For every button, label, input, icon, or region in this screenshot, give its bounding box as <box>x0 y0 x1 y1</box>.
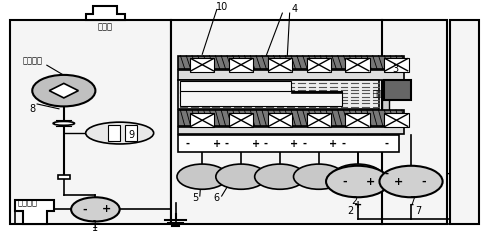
Bar <box>382 81 389 134</box>
Bar <box>345 58 370 71</box>
Bar <box>178 80 379 109</box>
Text: 5: 5 <box>192 193 198 203</box>
Bar <box>125 125 137 141</box>
Circle shape <box>177 164 227 189</box>
Text: +: + <box>252 139 260 149</box>
Bar <box>229 113 253 127</box>
Text: -: - <box>82 204 87 214</box>
Circle shape <box>216 164 266 189</box>
Text: -: - <box>263 139 267 149</box>
Text: -: - <box>421 176 426 186</box>
Bar <box>180 81 291 93</box>
Text: -: - <box>343 176 347 186</box>
Text: -: - <box>225 139 228 149</box>
Text: +: + <box>213 139 221 149</box>
Bar <box>10 20 170 224</box>
Bar <box>384 113 409 127</box>
Text: -: - <box>341 139 345 149</box>
Text: 10: 10 <box>216 2 228 12</box>
Bar <box>190 58 214 71</box>
Circle shape <box>326 166 389 197</box>
Bar <box>190 113 214 127</box>
Bar <box>291 91 341 93</box>
Bar <box>384 58 409 71</box>
Bar <box>178 70 404 80</box>
Circle shape <box>255 164 305 189</box>
Text: 3: 3 <box>392 64 398 74</box>
Text: +: + <box>394 176 403 186</box>
Text: 2: 2 <box>351 196 357 206</box>
Text: 1: 1 <box>93 223 98 233</box>
Ellipse shape <box>32 75 95 106</box>
Bar <box>58 175 70 179</box>
Text: 7: 7 <box>409 196 415 206</box>
Text: 反应气体: 反应气体 <box>18 199 37 208</box>
Bar <box>307 113 331 127</box>
Polygon shape <box>49 83 78 98</box>
Bar <box>450 20 479 224</box>
Circle shape <box>71 197 120 222</box>
Bar <box>307 58 331 71</box>
Bar <box>229 58 253 71</box>
Bar <box>384 80 411 100</box>
Bar <box>268 58 292 71</box>
Text: -: - <box>409 200 413 210</box>
Ellipse shape <box>53 122 75 125</box>
Text: +: + <box>354 200 362 210</box>
Text: -: - <box>385 139 389 149</box>
Text: +: + <box>366 176 375 186</box>
Text: -: - <box>302 139 306 149</box>
Text: +: + <box>102 204 111 214</box>
Text: -: - <box>186 139 189 149</box>
Bar <box>108 125 120 141</box>
Bar <box>170 20 448 224</box>
Text: -: - <box>385 169 389 179</box>
Text: 9: 9 <box>129 131 135 141</box>
Bar <box>178 56 404 69</box>
Text: 基体工件: 基体工件 <box>22 56 42 65</box>
Text: 1: 1 <box>93 220 98 230</box>
Text: 水冷: 水冷 <box>373 90 382 99</box>
Text: 2: 2 <box>347 206 354 216</box>
Text: -: - <box>446 169 450 179</box>
Bar <box>178 110 404 126</box>
Circle shape <box>332 164 383 189</box>
Bar <box>178 126 404 134</box>
Polygon shape <box>15 200 54 224</box>
Circle shape <box>379 166 443 197</box>
Polygon shape <box>86 6 125 20</box>
Text: 抽真空: 抽真空 <box>97 22 112 31</box>
Bar <box>268 113 292 127</box>
Text: 8: 8 <box>29 104 36 114</box>
Ellipse shape <box>86 122 154 144</box>
Text: +: + <box>290 139 299 149</box>
Bar <box>178 135 399 152</box>
Bar <box>180 91 341 106</box>
Text: 7: 7 <box>415 206 421 216</box>
Text: 6: 6 <box>214 193 220 203</box>
Bar <box>345 113 370 127</box>
Text: +: + <box>329 139 337 149</box>
Circle shape <box>294 164 344 189</box>
Text: 4: 4 <box>291 4 298 14</box>
